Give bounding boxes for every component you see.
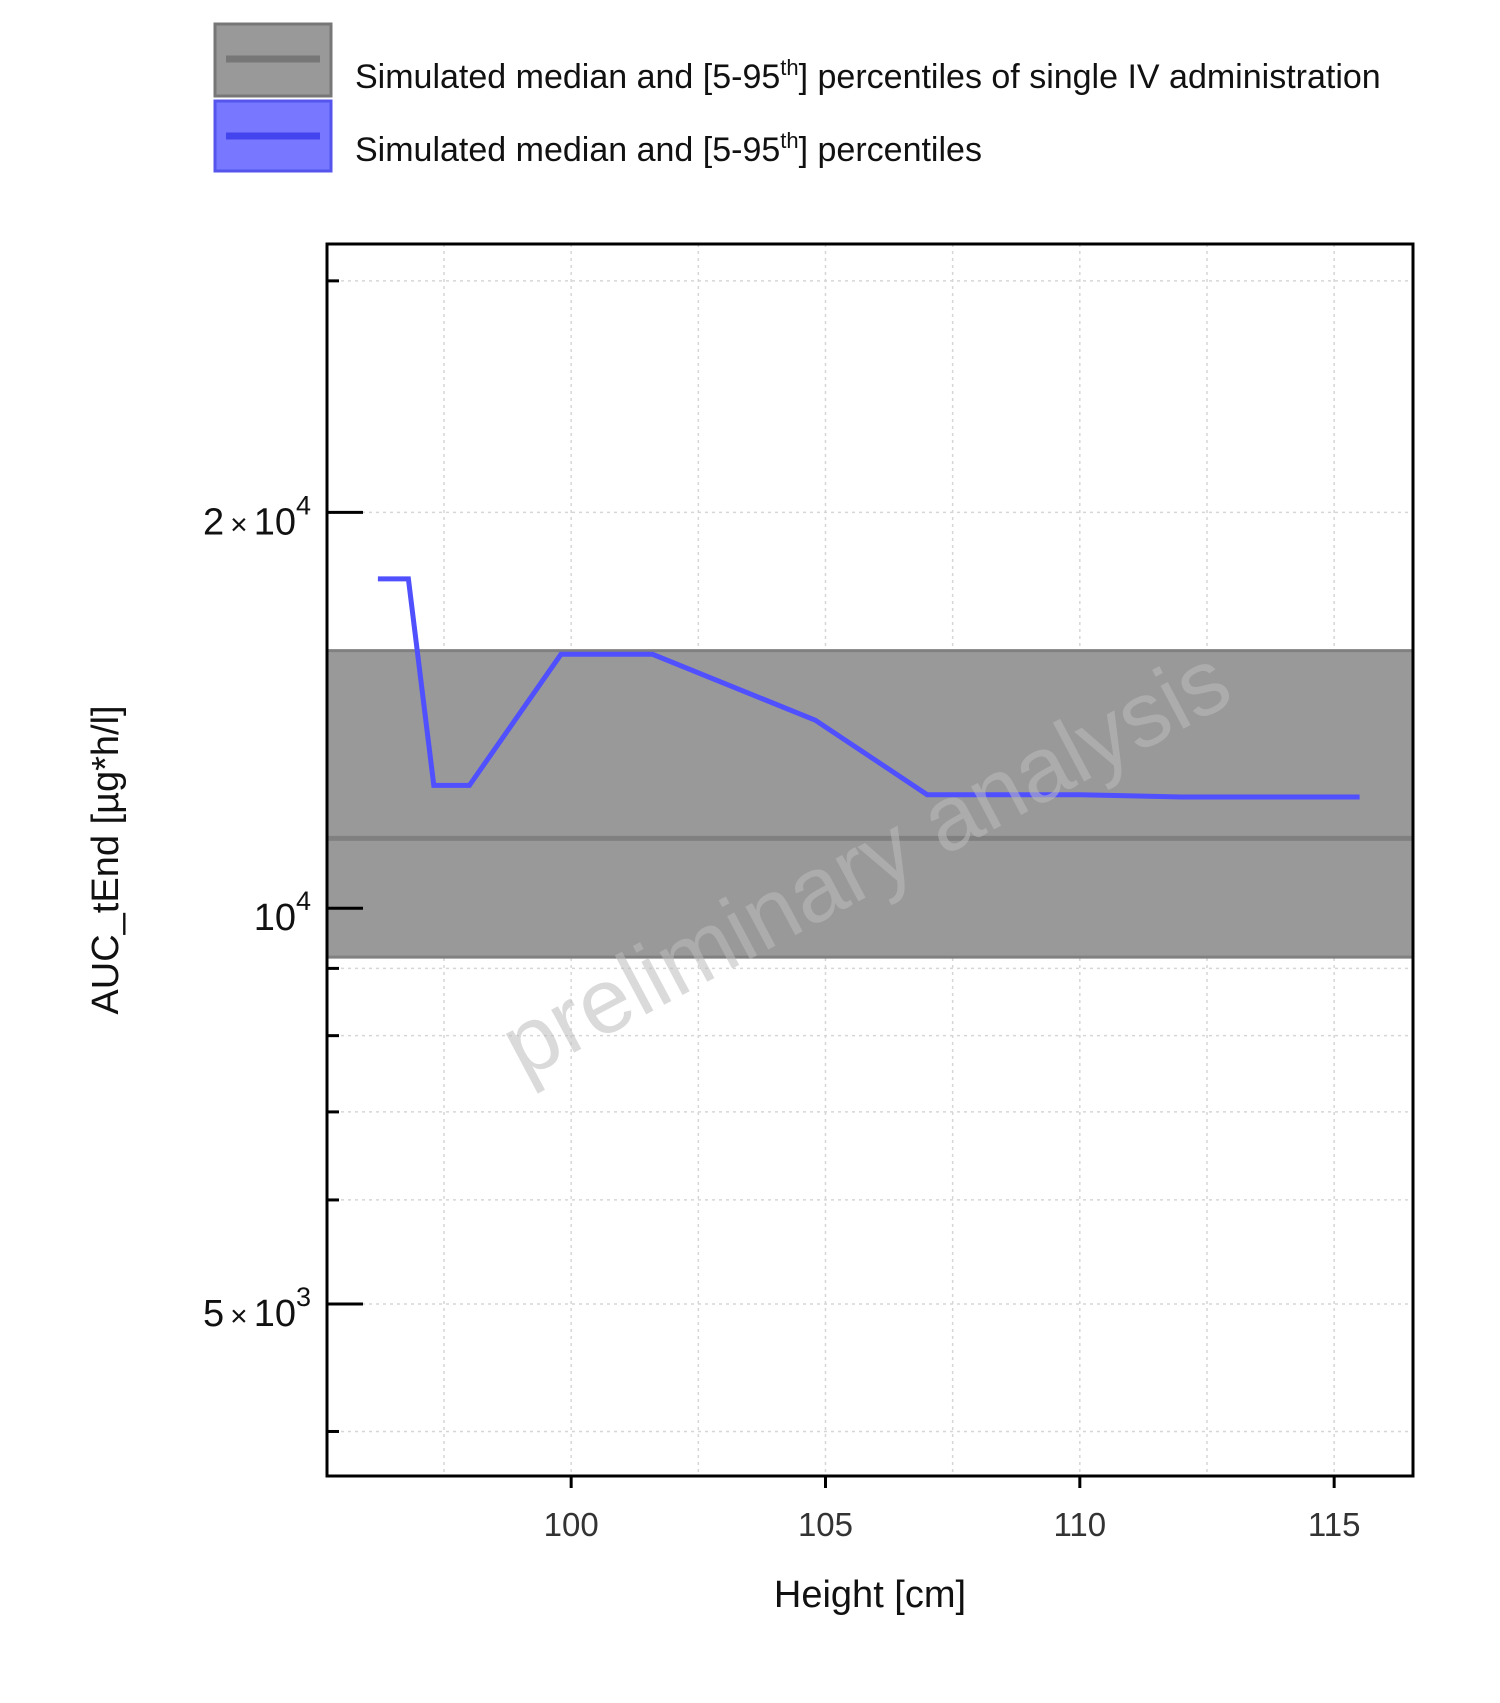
iv-band-area bbox=[327, 650, 1413, 958]
legend-label-iv: Simulated median and [5-95th] percentile… bbox=[355, 55, 1381, 96]
x-axis: 100 105 110 115 bbox=[544, 1476, 1361, 1543]
y-tick-label: 104 bbox=[254, 886, 311, 939]
x-axis-title: Height [cm] bbox=[774, 1574, 966, 1616]
legend-entry-iv: Simulated median and [5-95th] percentile… bbox=[213, 22, 1381, 98]
x-tick-label: 105 bbox=[798, 1506, 853, 1543]
legend-entry-simulated: Simulated median and [5-95th] percentile… bbox=[213, 99, 982, 173]
y-tick-label: 2 × 104 bbox=[203, 490, 311, 543]
simulated-line bbox=[377, 576, 1360, 800]
x-tick-label: 100 bbox=[544, 1506, 599, 1543]
x-tick-label: 115 bbox=[1308, 1506, 1361, 1543]
legend: Simulated median and [5-95th] percentile… bbox=[213, 22, 1381, 173]
y-axis-title: AUC_tEnd [µg*h/l] bbox=[85, 705, 127, 1014]
y-axis: 5 × 103 104 2 × 104 bbox=[203, 279, 363, 1433]
x-tick-label: 110 bbox=[1054, 1506, 1107, 1543]
iv-band bbox=[327, 649, 1413, 959]
simulated-median-line bbox=[377, 576, 1360, 800]
legend-label-simulated: Simulated median and [5-95th] percentile… bbox=[355, 128, 982, 169]
plot-frame bbox=[325, 242, 1415, 1478]
y-tick-label: 5 × 103 bbox=[203, 1282, 311, 1335]
